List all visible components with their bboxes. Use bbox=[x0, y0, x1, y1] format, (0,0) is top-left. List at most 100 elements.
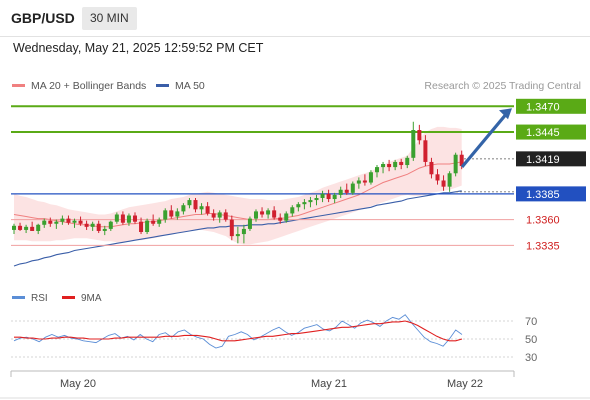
candle-body bbox=[266, 210, 271, 215]
candle-body bbox=[290, 207, 295, 214]
candle-body bbox=[151, 220, 156, 224]
rsi-tick-label: 50 bbox=[525, 334, 537, 346]
candle-body bbox=[175, 211, 180, 217]
time-tick-label: May 21 bbox=[311, 378, 347, 390]
candle-body bbox=[296, 204, 301, 208]
candle-body bbox=[260, 211, 265, 215]
legend-ma20: MA 20 + Bollinger Bands bbox=[12, 80, 146, 92]
candle-body bbox=[90, 223, 95, 227]
candle-body bbox=[133, 215, 137, 222]
resistance-label-box bbox=[516, 124, 586, 140]
candle-body bbox=[344, 189, 349, 193]
candle-body bbox=[326, 193, 331, 200]
legend-rsi-label: RSI bbox=[31, 293, 48, 304]
candle-body bbox=[187, 200, 192, 206]
candle-body bbox=[199, 206, 204, 210]
ma50-swatch bbox=[156, 83, 169, 87]
current-price-label: 1.3419 bbox=[526, 154, 560, 166]
candle-body bbox=[241, 228, 246, 235]
candle-body bbox=[24, 226, 29, 230]
legend-ma20-label: MA 20 + Bollinger Bands bbox=[31, 80, 147, 92]
chart-header: GBP/USD 30 MIN bbox=[0, 0, 590, 37]
candle-body bbox=[48, 220, 53, 224]
candle-body bbox=[362, 180, 367, 183]
candle-body bbox=[108, 221, 113, 229]
support-level-label: 1.3335 bbox=[526, 240, 560, 252]
candle-body bbox=[12, 225, 16, 230]
candle-body bbox=[429, 161, 434, 175]
candle-body bbox=[441, 180, 446, 187]
support-label: 1.3385 bbox=[526, 189, 560, 201]
candle-body bbox=[181, 205, 186, 212]
candle-body bbox=[459, 154, 464, 167]
candle-body bbox=[78, 220, 83, 224]
candle-body bbox=[453, 154, 458, 174]
rsi-9ma-line bbox=[14, 320, 463, 342]
candle-body bbox=[417, 130, 422, 141]
rsi-tick-label: 70 bbox=[525, 316, 537, 328]
candle-body bbox=[375, 167, 379, 173]
candle-body bbox=[314, 198, 319, 201]
candle-body bbox=[96, 223, 101, 231]
target-arrow-shaft bbox=[460, 113, 508, 169]
candle-body bbox=[229, 219, 234, 237]
candle-body bbox=[235, 234, 240, 237]
candle-body bbox=[169, 210, 174, 217]
datetime-label: Wednesday, May 21, 2025 12:59:52 PM CET bbox=[13, 41, 264, 55]
candle-body bbox=[54, 221, 59, 224]
rsi-swatch bbox=[12, 295, 25, 299]
candle-body bbox=[217, 212, 222, 218]
candle-body bbox=[193, 200, 198, 210]
candle-body bbox=[66, 218, 71, 223]
candle-body bbox=[157, 219, 162, 224]
candle-body bbox=[308, 200, 313, 203]
ma20-swatch bbox=[12, 83, 25, 87]
credit-text: Research © 2025 Trading Central bbox=[424, 80, 581, 92]
candle-body bbox=[393, 161, 398, 168]
legend-9ma-label: 9MA bbox=[81, 293, 102, 304]
candle-body bbox=[211, 213, 216, 218]
candle-body bbox=[102, 228, 107, 231]
candle-body bbox=[223, 212, 228, 220]
resistance-label-box bbox=[516, 98, 586, 114]
resistance-label: 1.3445 bbox=[526, 127, 560, 139]
candle-body bbox=[205, 206, 210, 214]
candle-body bbox=[302, 202, 307, 205]
candle-body bbox=[272, 210, 277, 218]
symbol-label: GBP/USD bbox=[11, 10, 75, 26]
current-price-box bbox=[516, 151, 586, 167]
legend-rsi: RSI bbox=[12, 293, 48, 304]
candle-body bbox=[284, 213, 289, 221]
candle-body bbox=[423, 140, 428, 162]
candle-body bbox=[387, 164, 392, 168]
ma50-line bbox=[13, 190, 462, 267]
candle-body bbox=[84, 223, 89, 227]
time-tick-label: May 22 bbox=[447, 378, 483, 390]
support-label-box bbox=[516, 186, 586, 202]
candle-body bbox=[114, 214, 119, 222]
candle-body bbox=[42, 220, 47, 225]
candle-body bbox=[254, 211, 258, 219]
legend-9ma: 9MA bbox=[62, 293, 102, 304]
candle-body bbox=[60, 218, 65, 222]
candle-body bbox=[120, 214, 125, 223]
candle-body bbox=[350, 183, 355, 193]
candle-body bbox=[145, 220, 150, 232]
candle-body bbox=[381, 164, 386, 168]
candle-body bbox=[126, 215, 131, 223]
candle-body bbox=[163, 210, 168, 220]
candle-body bbox=[72, 220, 77, 223]
resistance-label: 1.3470 bbox=[526, 101, 560, 113]
target-arrow-head bbox=[499, 108, 512, 120]
ma9-swatch bbox=[62, 295, 75, 299]
legend-ma50: MA 50 bbox=[156, 80, 205, 92]
candle-body bbox=[356, 180, 361, 184]
candle-body bbox=[139, 221, 144, 232]
timeframe-button[interactable]: 30 MIN bbox=[82, 7, 137, 30]
candle-body bbox=[332, 194, 337, 200]
candle-body bbox=[30, 226, 35, 231]
time-tick-label: May 20 bbox=[60, 378, 96, 390]
candle-body bbox=[447, 173, 452, 187]
candle-body bbox=[411, 130, 416, 158]
